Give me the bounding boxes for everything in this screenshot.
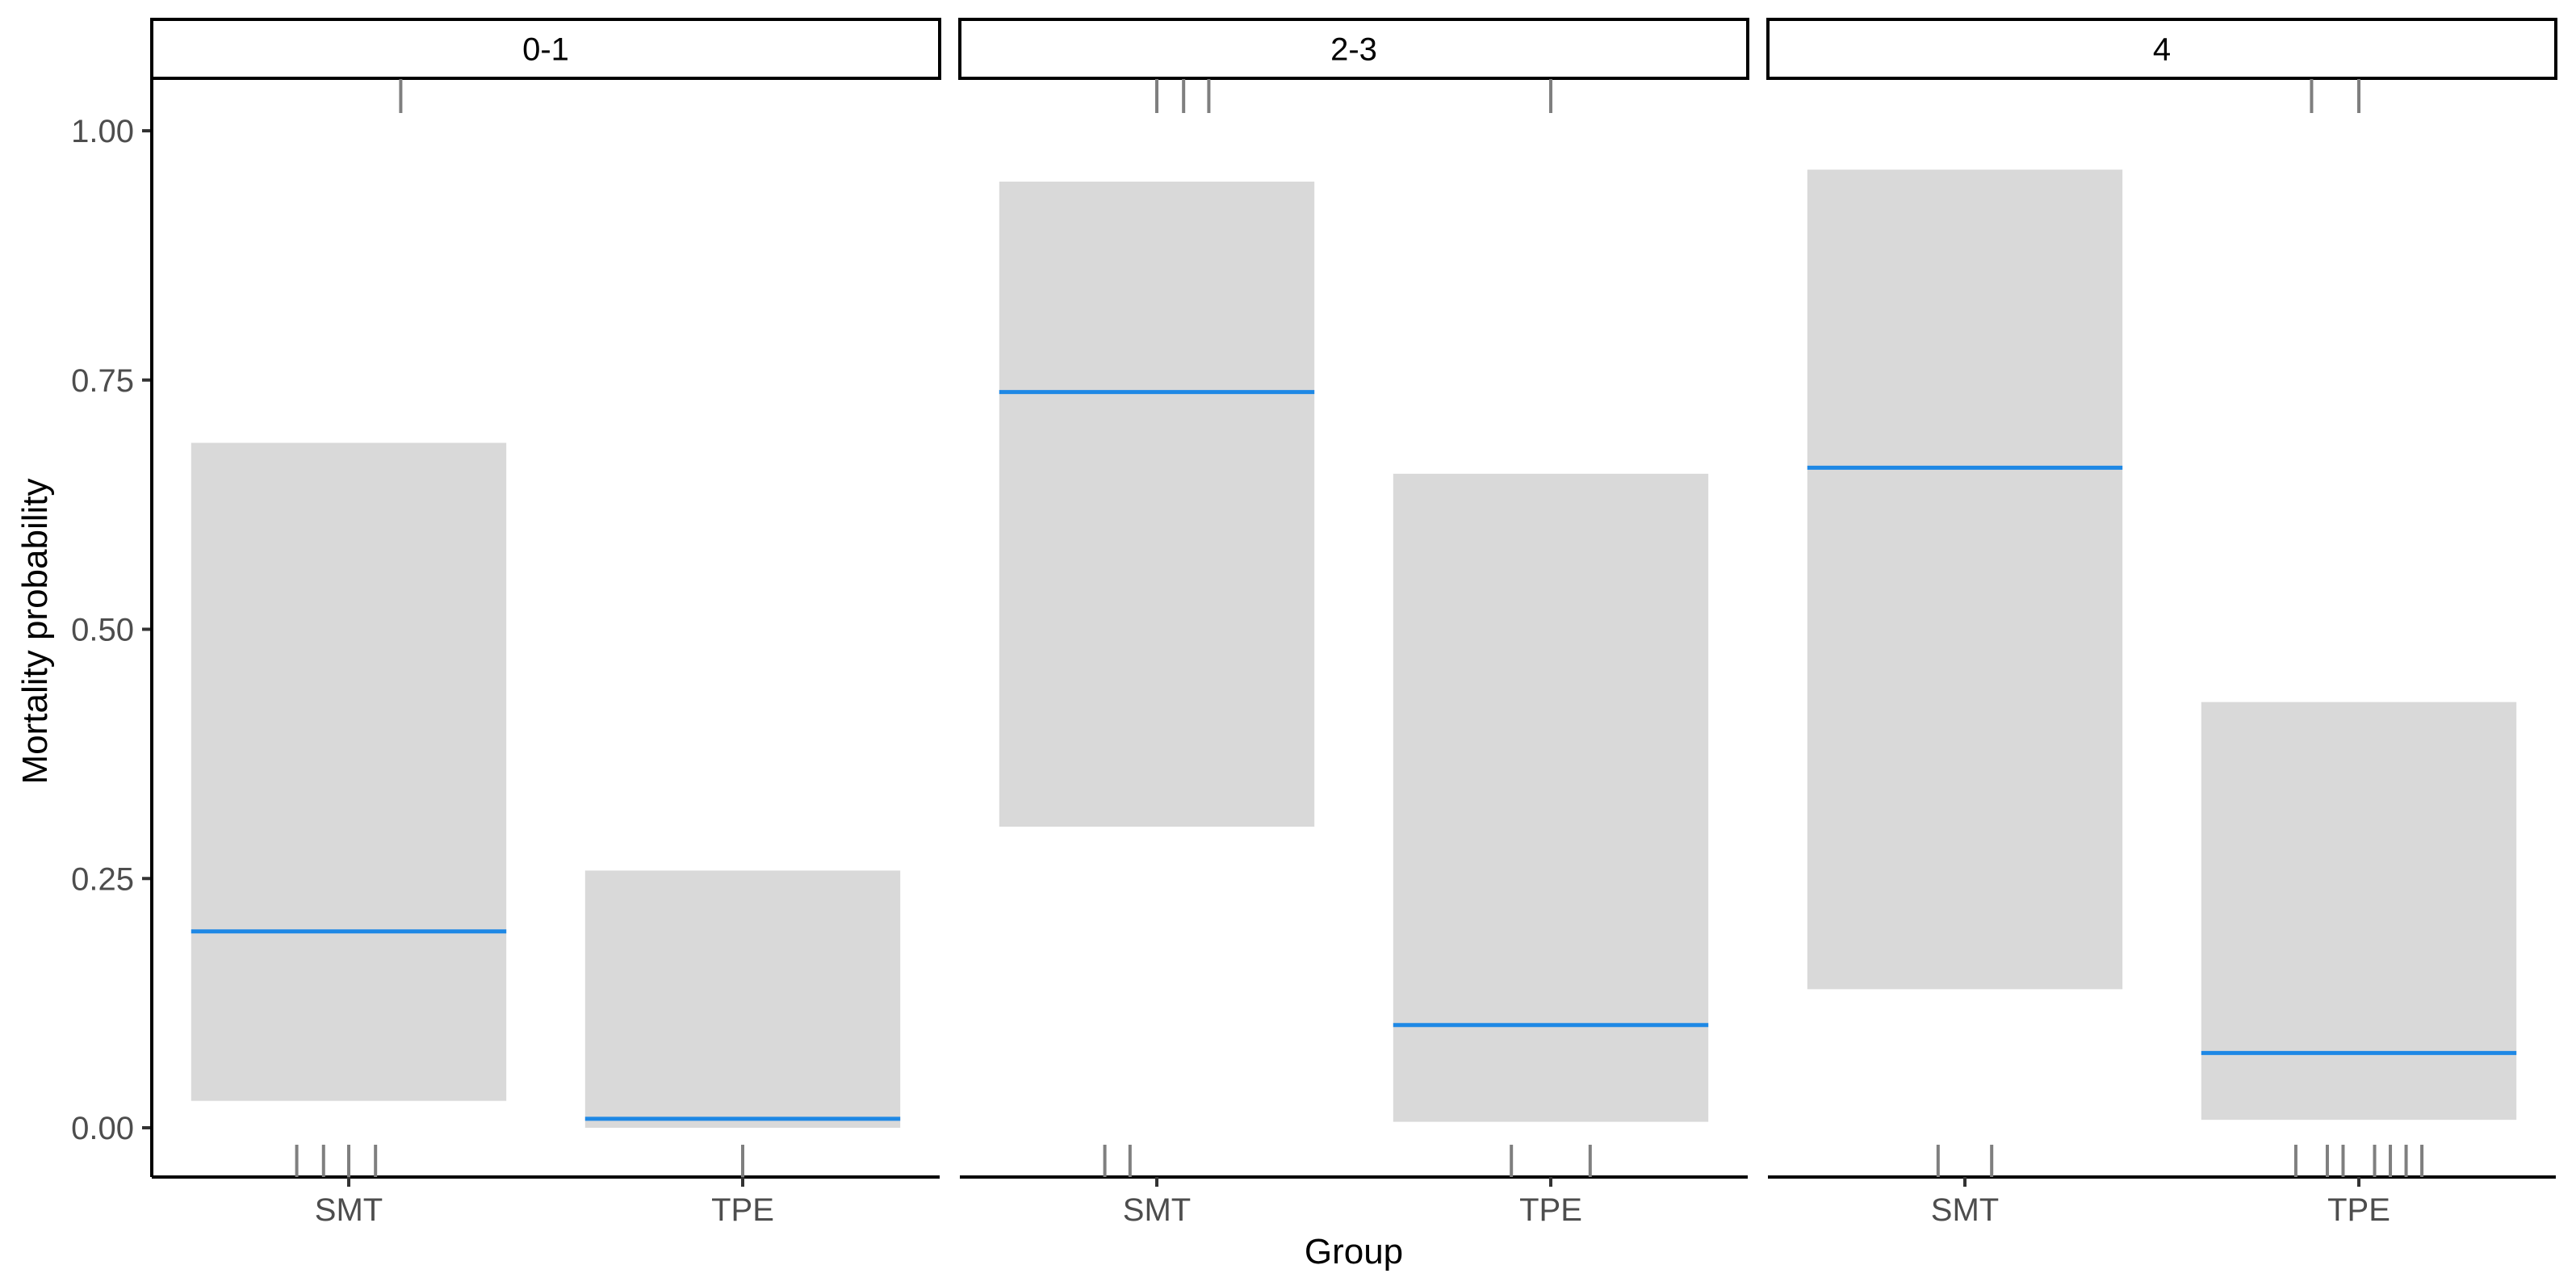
- y-tick-label: 0.75: [71, 363, 134, 399]
- group-TPE: TPE: [2201, 79, 2517, 1228]
- panel-2-3: 2-3 SMT TPE: [958, 18, 1749, 1228]
- confidence-band: [2201, 702, 2517, 1121]
- panels: 0-1 SMT TPE 2-3 SMT TPE 4 SMT TPE: [150, 18, 2557, 1228]
- group-SMT: SMT: [1807, 170, 2123, 1228]
- confidence-band: [191, 442, 507, 1101]
- y-axis: 0.00 0.25 0.50 0.75 1.00: [71, 79, 153, 1177]
- facet-strip: [1766, 18, 2557, 80]
- facet-strip: [150, 18, 941, 80]
- confidence-band: [1807, 170, 2123, 990]
- group-TPE: TPE: [584, 870, 901, 1228]
- panel-0-1: 0-1 SMT TPE: [150, 18, 941, 1228]
- facet-strip-label: 4: [2153, 32, 2171, 68]
- group-TPE: TPE: [1393, 79, 1709, 1228]
- confidence-band: [584, 870, 901, 1128]
- facet-strip: [958, 18, 1749, 80]
- x-tick-label: SMT: [315, 1192, 383, 1228]
- y-axis-title: Mortality probability: [15, 478, 55, 784]
- confidence-band: [1393, 473, 1709, 1122]
- facet-strip-label: 0-1: [522, 32, 569, 68]
- group-SMT: SMT: [191, 79, 507, 1228]
- y-tick-label: 0.50: [71, 613, 134, 648]
- panel-4: 4 SMT TPE: [1766, 18, 2557, 1228]
- y-tick-label: 1.00: [71, 114, 134, 149]
- x-tick-label: TPE: [711, 1192, 774, 1228]
- facet-strip-label: 2-3: [1330, 32, 1377, 68]
- x-tick-label: SMT: [1931, 1192, 1999, 1228]
- x-tick-label: SMT: [1123, 1192, 1191, 1228]
- group-SMT: SMT: [999, 79, 1315, 1228]
- confidence-band: [999, 181, 1315, 827]
- x-tick-label: TPE: [2327, 1192, 2390, 1228]
- x-axis-title: Group: [1305, 1232, 1403, 1271]
- x-tick-label: TPE: [1519, 1192, 1582, 1228]
- y-tick-label: 0.25: [71, 861, 134, 897]
- y-tick-label: 0.00: [71, 1111, 134, 1146]
